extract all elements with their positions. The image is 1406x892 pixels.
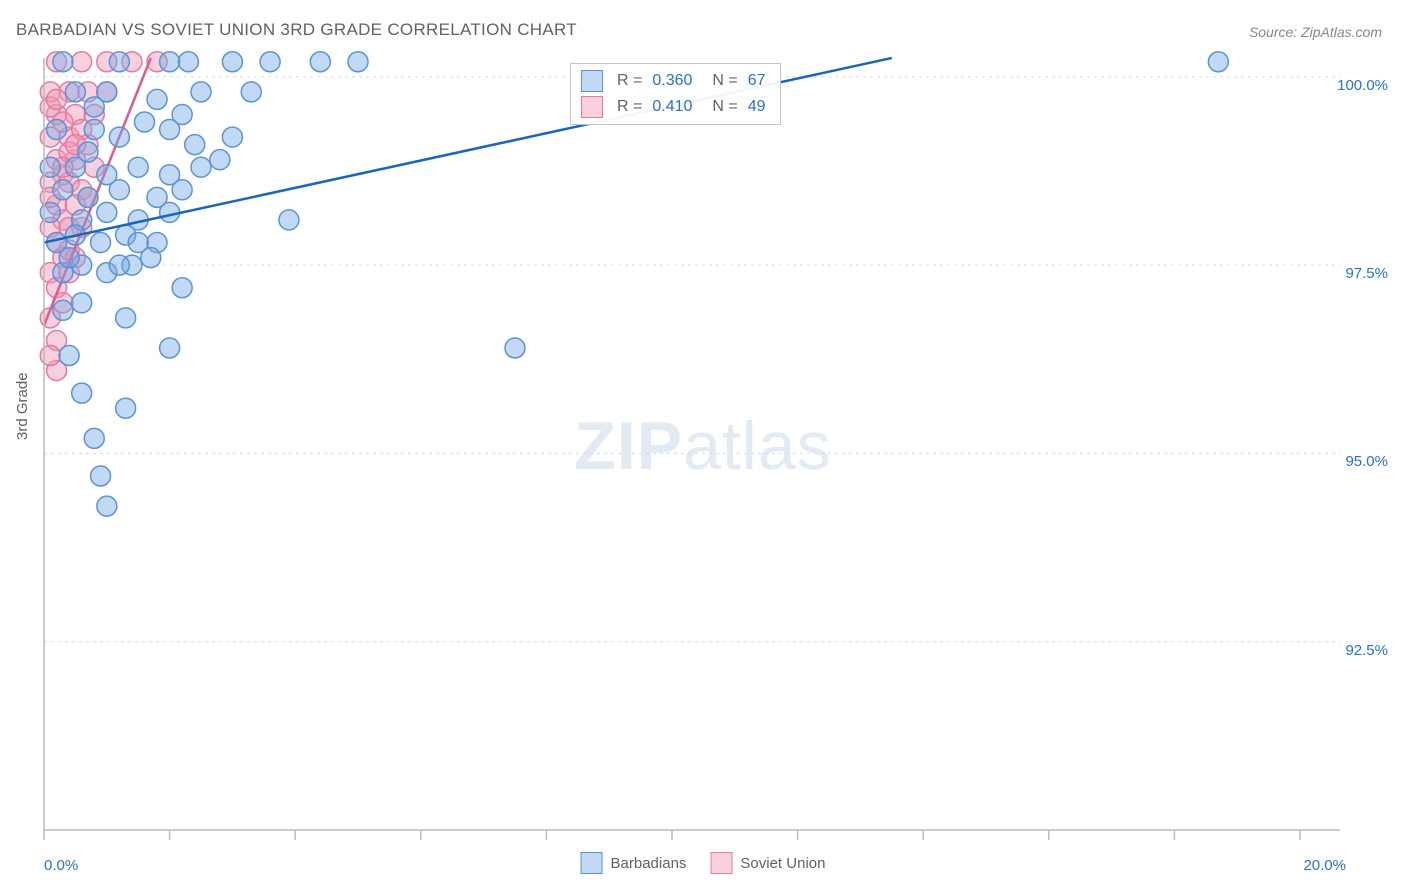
legend-swatch-series-1	[581, 96, 603, 118]
legend-label: Soviet Union	[740, 855, 825, 872]
series-legend: Barbadians Soviet Union	[581, 852, 826, 874]
stats-legend-row: R = 0.360 N = 67	[581, 68, 766, 94]
legend-swatch-soviet-union	[710, 852, 732, 874]
y-tick-label: 92.5%	[1345, 642, 1388, 659]
stats-legend: R = 0.360 N = 67 R = 0.410 N = 49	[570, 63, 781, 125]
x-axis-max-label: 20.0%	[1303, 857, 1346, 874]
y-tick-label: 100.0%	[1337, 77, 1388, 94]
legend-swatch-barbadians	[581, 852, 603, 874]
legend-swatch-series-0	[581, 70, 603, 92]
y-tick-label: 97.5%	[1345, 265, 1388, 282]
legend-item: Soviet Union	[710, 852, 825, 874]
legend-label: Barbadians	[611, 855, 687, 872]
x-axis-min-label: 0.0%	[44, 857, 78, 874]
scatter-plot	[0, 0, 1406, 892]
legend-item: Barbadians	[581, 852, 687, 874]
stats-legend-row: R = 0.410 N = 49	[581, 94, 766, 120]
y-tick-label: 95.0%	[1345, 453, 1388, 470]
